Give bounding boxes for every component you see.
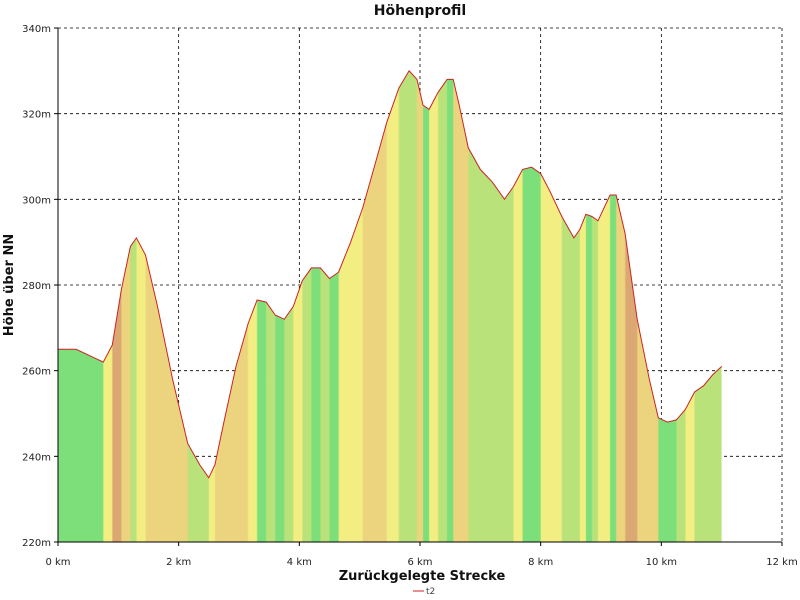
x-tick-label: 12 km: [766, 557, 797, 568]
elevation-line: [58, 69, 723, 479]
axis-ticks: 0 km 2 km 4 km 6 km 8 km 10 km 12 km 220m 240m 26…: [22, 24, 798, 568]
chart-title: Höhenprofil: [374, 3, 466, 19]
x-tick-label: 6 km: [407, 557, 432, 568]
y-tick-label: 260m: [22, 367, 51, 378]
x-axis-title: Zurückgelegte Strecke: [339, 569, 506, 584]
x-tick-label: 8 km: [528, 557, 553, 568]
y-tick-label: 340m: [22, 24, 51, 35]
x-tick-label: 0 km: [45, 557, 70, 568]
y-axis-title: Höhe über NN: [2, 234, 17, 336]
y-tick-label: 240m: [22, 452, 51, 463]
x-tick-label: 10 km: [646, 557, 677, 568]
y-tick-label: 320m: [22, 110, 51, 121]
x-tick-label: 2 km: [166, 557, 191, 568]
y-tick-label: 220m: [22, 538, 51, 549]
y-tick-label: 280m: [22, 281, 51, 292]
legend-label-t2: t2: [426, 587, 435, 597]
legend: t2: [413, 587, 435, 597]
x-tick-label: 4 km: [287, 557, 312, 568]
y-tick-label: 300m: [22, 195, 51, 206]
